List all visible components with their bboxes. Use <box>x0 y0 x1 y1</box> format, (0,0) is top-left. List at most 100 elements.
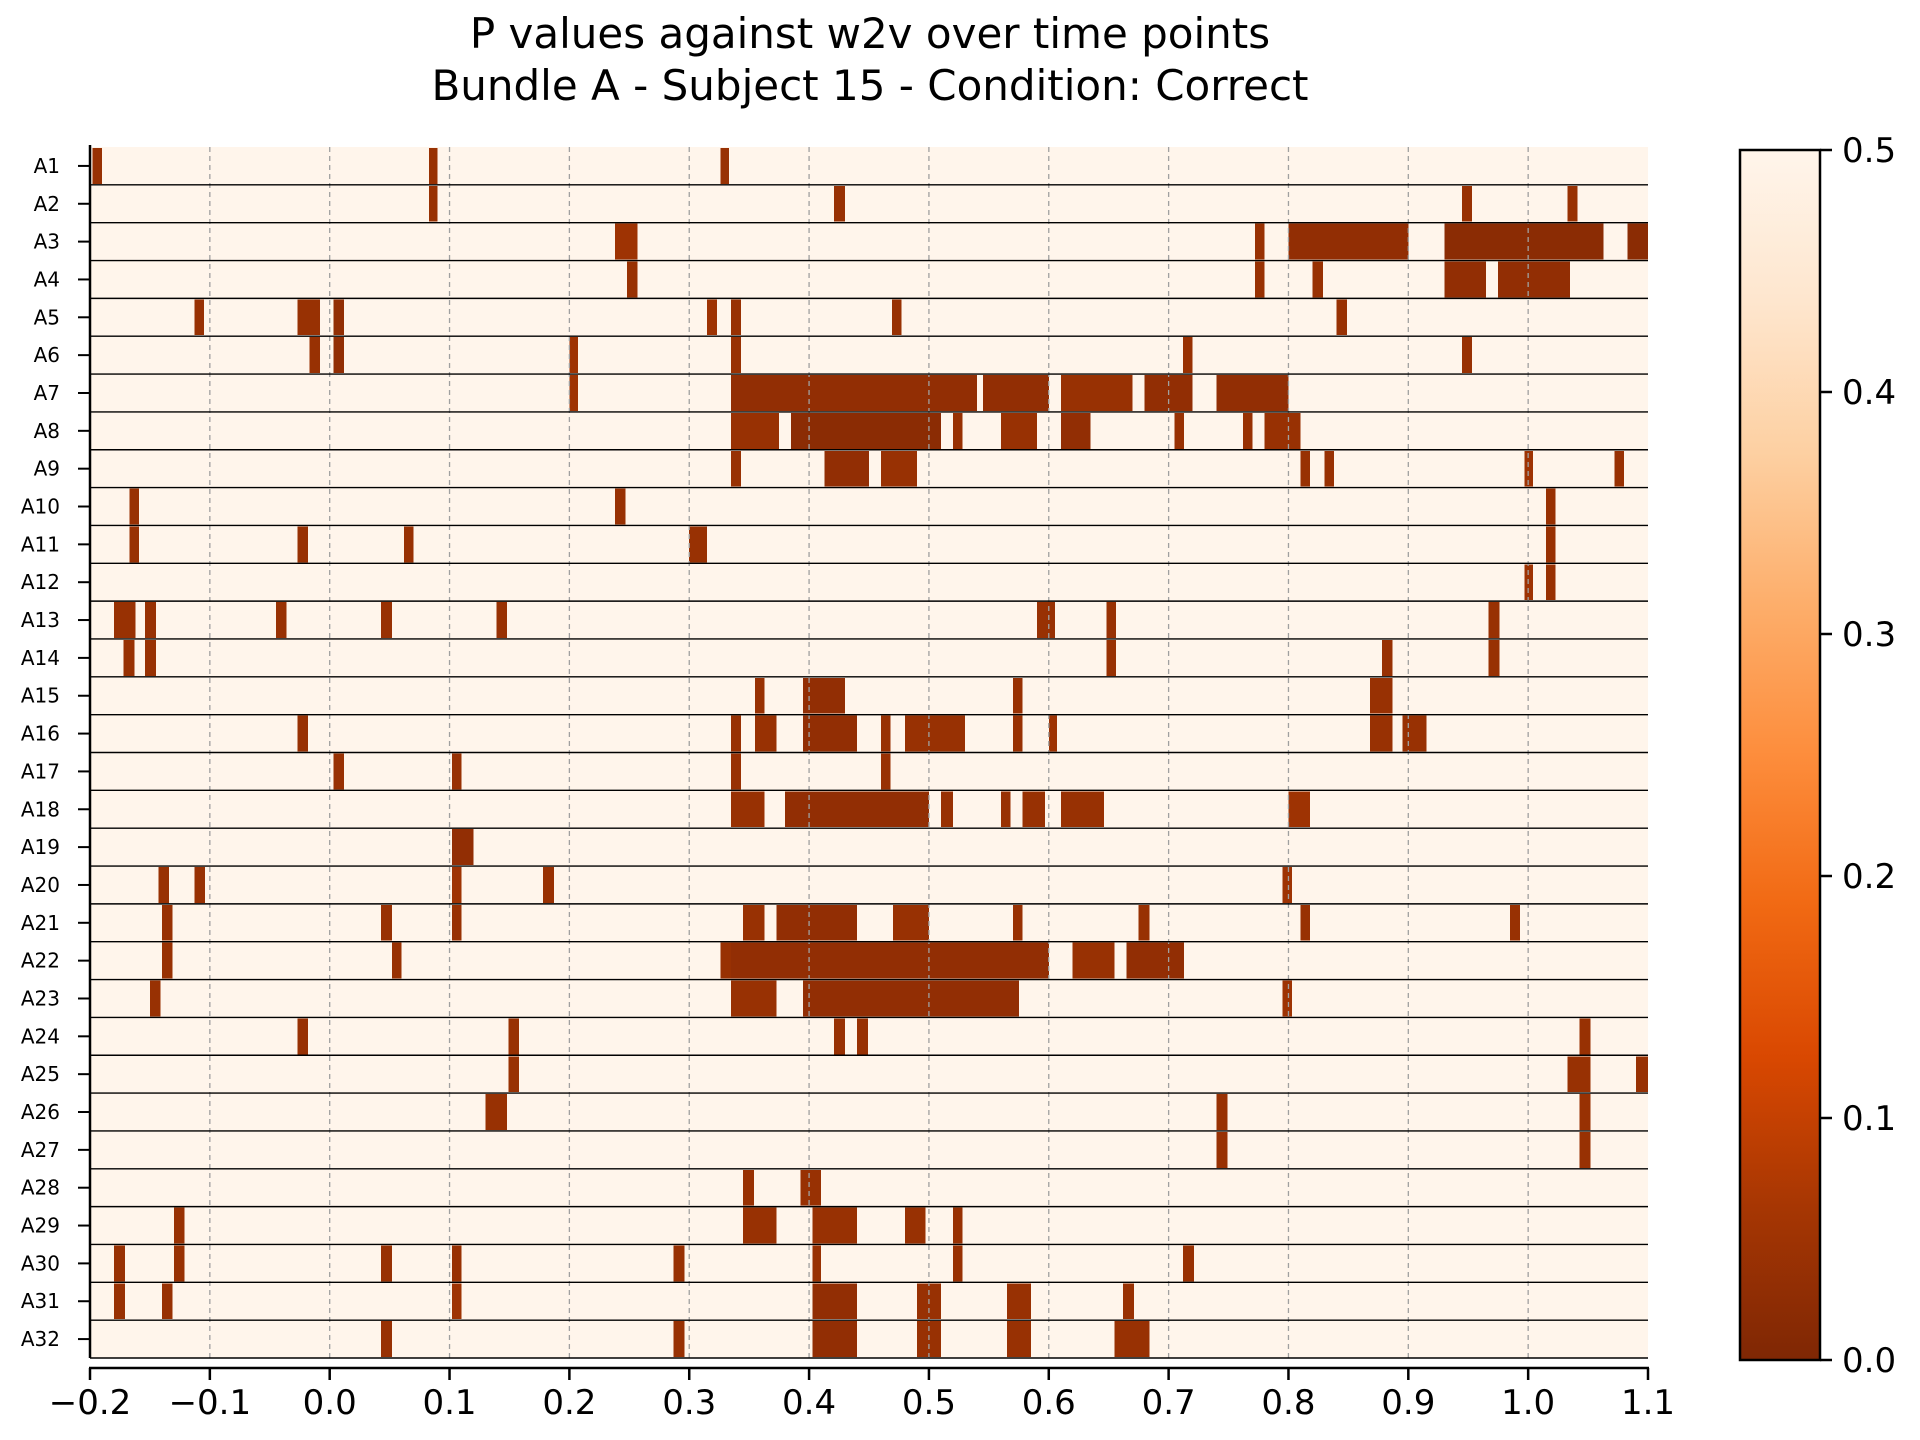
cell-A26-2 <box>1579 1094 1591 1130</box>
cell-A32-5 <box>1114 1321 1150 1357</box>
cell-A8-2 <box>952 412 963 449</box>
cell-A1-2 <box>720 148 729 184</box>
x-tick-label: 0.3 <box>662 1383 716 1423</box>
row-label-A25: A25 <box>21 1062 60 1086</box>
cell-A8-3 <box>1000 412 1037 449</box>
cell-A5-0 <box>194 299 204 336</box>
cell-A3-2 <box>1288 223 1409 260</box>
cell-A3-0 <box>614 223 638 260</box>
cell-A5-5 <box>891 299 902 336</box>
cell-A18-6 <box>1288 791 1311 828</box>
row-label-A15: A15 <box>21 684 60 708</box>
cell-A13-7 <box>1488 602 1500 638</box>
row-label-A17: A17 <box>21 759 60 783</box>
cell-A9-6 <box>1614 450 1625 487</box>
row-label-A24: A24 <box>21 1024 60 1048</box>
cell-A21-0 <box>161 904 173 941</box>
row-label-A6: A6 <box>34 343 60 367</box>
row-label-A23: A23 <box>21 986 60 1010</box>
cell-A28-1 <box>800 1169 822 1206</box>
cell-A5-6 <box>1336 299 1348 336</box>
cell-A1-0 <box>92 148 102 184</box>
cell-A30-2 <box>381 1245 393 1282</box>
cell-A20-2 <box>451 867 462 903</box>
cell-A21-9 <box>1510 904 1520 941</box>
cell-A11-1 <box>297 526 309 563</box>
colorbar-tick-label: 0.2 <box>1842 857 1896 897</box>
colorbar: 0.0 0.1 0.2 0.3 0.4 0.5 <box>1738 131 1896 1381</box>
title-line-1: P values against w2v over time points <box>469 9 1271 58</box>
cell-A18-0 <box>731 791 765 828</box>
cell-A21-6 <box>1012 904 1023 941</box>
colorbar-tick-label: 0.5 <box>1842 131 1896 171</box>
cell-A29-1 <box>743 1207 777 1244</box>
colorbar-tick-label: 0.1 <box>1842 1099 1896 1139</box>
cell-A8-5 <box>1174 412 1185 449</box>
cell-A14-4 <box>1488 639 1500 676</box>
cell-A22-0 <box>161 942 173 979</box>
cell-A22-3 <box>731 942 1049 979</box>
cell-A16-2 <box>755 715 777 752</box>
cell-A32-1 <box>673 1321 685 1357</box>
x-tick-label: 0.7 <box>1142 1383 1196 1423</box>
cell-A4-4 <box>1498 261 1571 298</box>
colorbar-tick-label: 0.3 <box>1842 615 1896 655</box>
x-tick-label: 0.0 <box>303 1383 357 1423</box>
cell-A16-6 <box>1012 715 1023 752</box>
cell-A11-2 <box>404 526 414 563</box>
x-tick-label: 0.2 <box>542 1383 596 1423</box>
row-label-A1: A1 <box>34 154 60 178</box>
cell-A5-1 <box>297 299 321 336</box>
x-tick-label: 0.1 <box>422 1383 476 1423</box>
cell-A11-3 <box>689 526 708 563</box>
cell-A7-2 <box>982 375 1049 411</box>
row-label-A16: A16 <box>21 722 60 746</box>
cell-A24-4 <box>1579 1018 1591 1055</box>
cell-A4-0 <box>626 261 638 298</box>
chart-title: P values against w2v over time points Bu… <box>90 8 1650 112</box>
cell-A6-5 <box>1462 337 1472 374</box>
cell-A31-0 <box>113 1283 125 1320</box>
cell-A13-1 <box>145 602 156 638</box>
cell-A27-0 <box>1216 1131 1228 1168</box>
cell-A18-4 <box>1022 791 1046 828</box>
cell-A10-2 <box>1546 488 1556 525</box>
colorbar-tick-label: 0.4 <box>1842 373 1896 413</box>
cell-A13-4 <box>496 602 508 638</box>
cell-A16-1 <box>731 715 741 752</box>
cell-A32-4 <box>1006 1321 1031 1357</box>
cell-A21-3 <box>743 904 765 941</box>
cell-A16-0 <box>297 715 309 752</box>
row-label-A31: A31 <box>21 1289 60 1313</box>
cell-A21-2 <box>451 904 462 941</box>
cell-A28-0 <box>743 1169 754 1206</box>
cell-A2-3 <box>1567 185 1578 222</box>
cell-A14-1 <box>145 639 156 676</box>
row-label-A27: A27 <box>21 1138 60 1162</box>
row-label-A19: A19 <box>21 835 60 859</box>
row-label-A10: A10 <box>21 495 60 519</box>
x-tick-label: 0.8 <box>1261 1383 1315 1423</box>
cell-A29-2 <box>812 1207 858 1244</box>
cell-A31-6 <box>1123 1283 1134 1320</box>
row-label-A28: A28 <box>21 1176 60 1200</box>
cell-A25-0 <box>508 1056 520 1093</box>
cell-A11-0 <box>129 526 140 563</box>
cell-A23-2 <box>803 980 1019 1017</box>
cell-A24-1 <box>508 1018 520 1055</box>
cell-A9-1 <box>824 450 869 487</box>
cell-A20-3 <box>543 867 554 903</box>
cell-A23-1 <box>731 980 777 1017</box>
cell-A16-9 <box>1402 715 1427 752</box>
cell-A6-3 <box>731 337 741 374</box>
cell-A21-8 <box>1300 904 1311 941</box>
cell-A16-7 <box>1048 715 1058 752</box>
row-separators <box>90 184 1648 1359</box>
cell-A18-2 <box>940 791 953 828</box>
cell-A16-4 <box>880 715 891 752</box>
row-label-A13: A13 <box>21 608 60 632</box>
cell-A29-3 <box>904 1207 926 1244</box>
cell-A16-3 <box>803 715 858 752</box>
cell-A8-7 <box>1264 412 1301 449</box>
